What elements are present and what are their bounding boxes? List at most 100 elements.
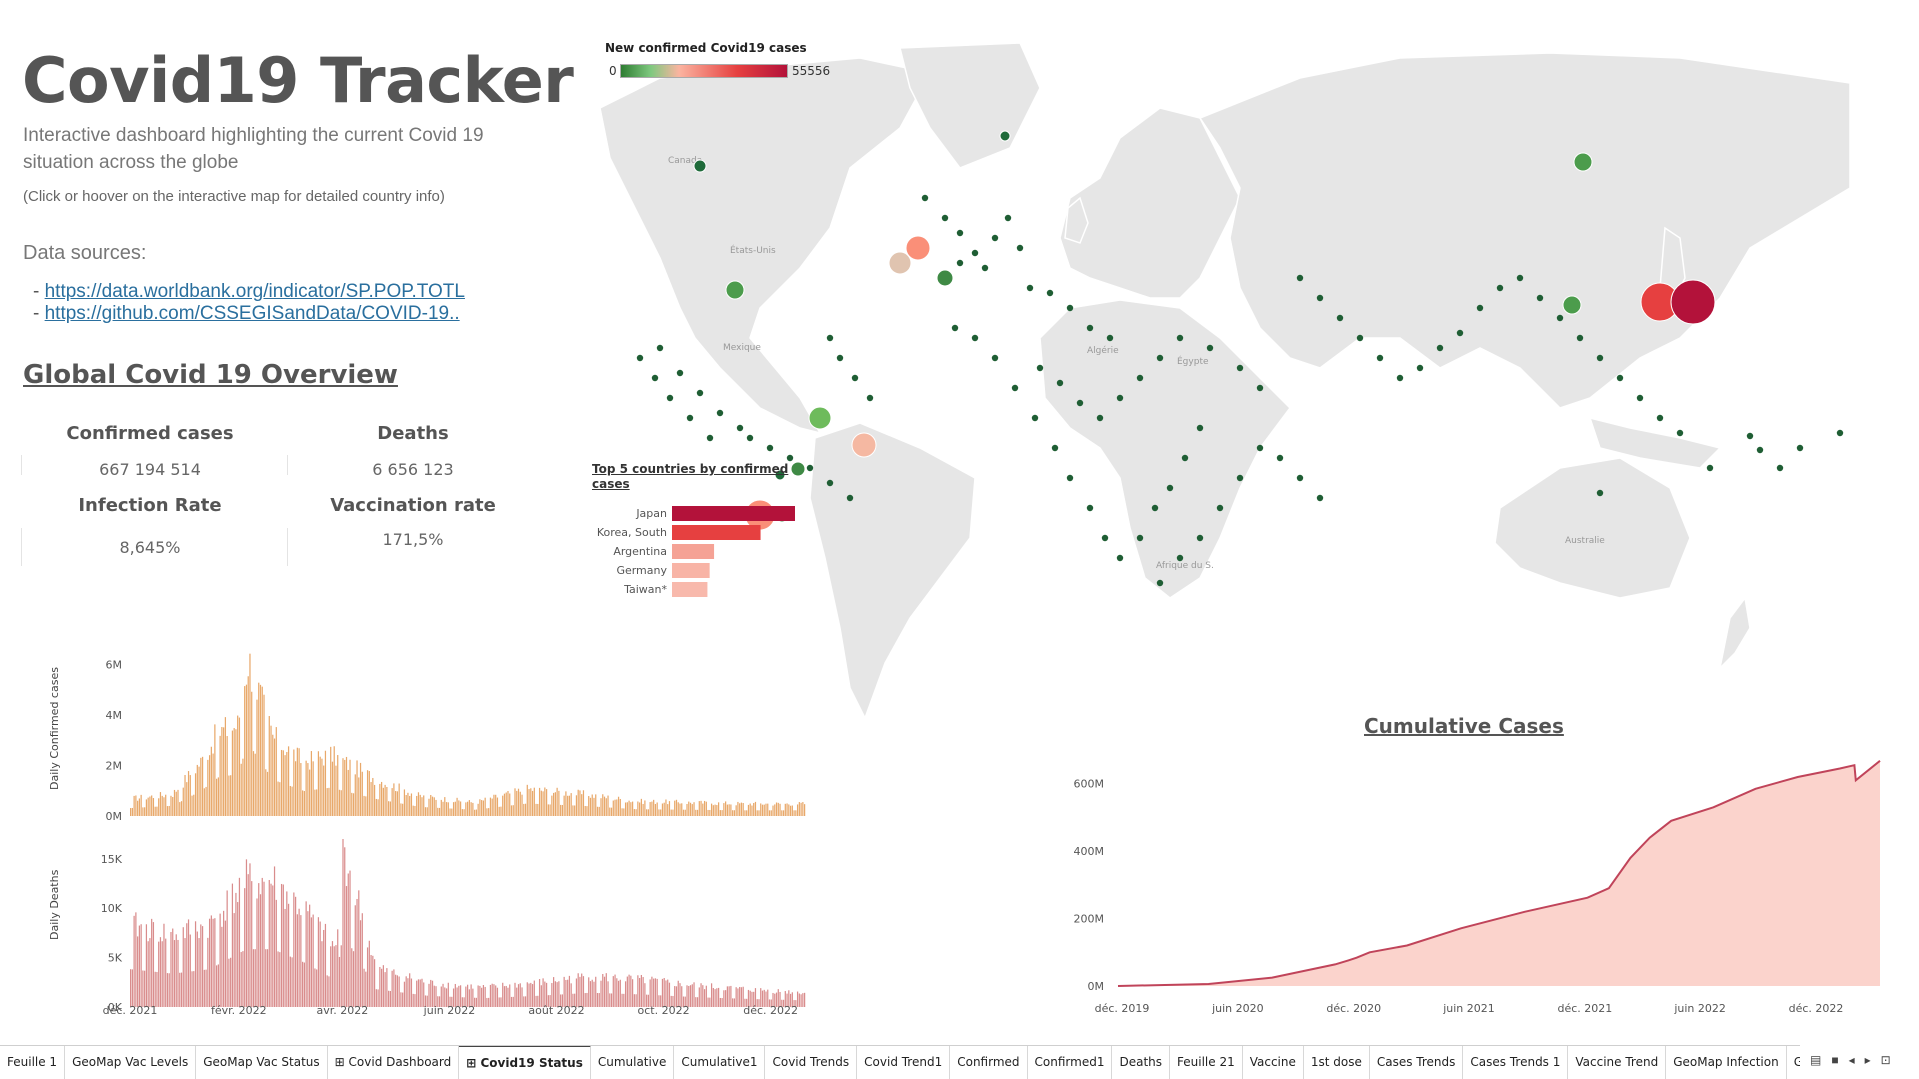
daily-bar xyxy=(614,799,616,816)
top5-bar-chart[interactable]: Japan Korea, South Argentina Germany Taiwan* xyxy=(585,500,815,605)
sheet-tab[interactable]: Cumulative1 xyxy=(674,1046,766,1079)
stop-icon[interactable]: ■ xyxy=(1831,1053,1849,1067)
present-icon[interactable]: ⊡ xyxy=(1880,1053,1901,1067)
map-country-marker xyxy=(846,494,854,502)
daily-bar xyxy=(447,982,449,1007)
daily-bar xyxy=(628,800,630,816)
map-markers[interactable] xyxy=(636,130,1850,587)
daily-bar xyxy=(416,795,418,816)
sheet-tab[interactable]: Vaccine xyxy=(1243,1046,1304,1079)
daily-bar xyxy=(168,973,170,1007)
sheet-tab[interactable]: Cumulative xyxy=(591,1046,675,1079)
daily-bar xyxy=(514,788,516,816)
daily-bar xyxy=(187,771,190,816)
daily-bar xyxy=(631,979,634,1007)
daily-bar xyxy=(409,795,411,816)
daily-bar xyxy=(193,971,195,1007)
daily-bar xyxy=(649,802,651,816)
daily-bar xyxy=(207,937,209,1007)
sheet-tab[interactable]: GeoMap Vac Levels xyxy=(65,1046,197,1079)
source-link-worldbank[interactable]: https://data.worldbank.org/indicator/SP.… xyxy=(44,281,465,302)
daily-bar xyxy=(279,782,281,816)
sheet-tab[interactable]: Cases Trends 1 xyxy=(1463,1046,1569,1079)
daily-bar xyxy=(744,998,746,1007)
daily-bar xyxy=(165,794,167,816)
daily-bar xyxy=(217,964,219,1007)
daily-bar xyxy=(409,973,411,1007)
next-arrow-icon[interactable]: ▸ xyxy=(1864,1053,1881,1067)
daily-bar xyxy=(224,920,227,1007)
sheet-tab-label: Cumulative1 xyxy=(681,1055,758,1069)
daily-bar xyxy=(630,975,632,1007)
map-country-marker xyxy=(808,406,832,430)
daily-bar xyxy=(498,997,500,1007)
daily-bar xyxy=(252,751,255,816)
sheet-tab[interactable]: Feuille 21 xyxy=(1170,1046,1243,1079)
daily-bar xyxy=(584,993,586,1007)
sheet-tab-label: Covid Trend1 xyxy=(864,1055,943,1069)
daily-bar xyxy=(526,982,528,1007)
daily-bar xyxy=(210,915,212,1007)
daily-bar xyxy=(159,937,162,1007)
sheet-tab-label: Covid Trends xyxy=(772,1055,850,1069)
daily-bar xyxy=(693,982,695,1007)
map-country-marker xyxy=(951,324,959,332)
daily-bar xyxy=(175,934,177,1007)
daily-bar xyxy=(361,771,363,816)
sheet-tab[interactable]: Covid Trends xyxy=(765,1046,858,1079)
sheet-tab[interactable]: GeoMap Infection xyxy=(1666,1046,1787,1079)
daily-bar xyxy=(438,996,441,1007)
daily-bar xyxy=(484,986,486,1007)
daily-bar xyxy=(347,769,349,816)
tab-navigation-controls[interactable]: ▤■◂▸⊡ xyxy=(1810,1053,1901,1067)
map-country-marker xyxy=(1156,354,1164,362)
daily-bar xyxy=(774,993,776,1007)
daily-bar xyxy=(619,979,621,1007)
daily-bar xyxy=(544,787,546,816)
daily-bar xyxy=(351,792,353,816)
sheet-tab[interactable]: Covid Trend1 xyxy=(857,1046,951,1079)
daily-bar xyxy=(598,993,600,1007)
daily-bar xyxy=(531,790,534,816)
sheet-tab[interactable]: Cases Trends xyxy=(1370,1046,1464,1079)
sheet-tab[interactable]: ⊞ Covid Dashboard xyxy=(328,1046,460,1079)
daily-bar xyxy=(656,802,658,816)
daily-bar xyxy=(700,983,702,1007)
grid-view-icon[interactable]: ▤ xyxy=(1810,1053,1832,1067)
source-link-github[interactable]: https://github.com/CSSEGISandData/COVID-… xyxy=(44,303,460,324)
sheet-tab[interactable]: GeoMap Vac Status xyxy=(196,1046,328,1079)
sheet-tab[interactable]: Deaths xyxy=(1112,1046,1171,1079)
map-country-marker xyxy=(651,374,659,382)
sheet-tab[interactable]: Confirmed xyxy=(950,1046,1028,1079)
daily-bar xyxy=(198,766,200,816)
daily-bar xyxy=(205,786,207,816)
top5-bar xyxy=(672,544,715,559)
daily-bar xyxy=(321,758,323,816)
map-country-marker xyxy=(1476,304,1484,312)
world-map[interactable]: Canada États-Unis Mexique Algérie Égypte… xyxy=(600,38,1850,788)
daily-bar xyxy=(302,961,304,1007)
daily-bar xyxy=(621,808,623,816)
sheet-tab[interactable]: Confirmed1 xyxy=(1028,1046,1113,1079)
daily-bar xyxy=(386,968,388,1007)
daily-bar xyxy=(454,801,456,816)
daily-bar xyxy=(495,794,497,816)
sheet-tab[interactable]: Vaccine Trend xyxy=(1568,1046,1667,1079)
kpi-vaccination-rate-value: 171,5% xyxy=(382,530,444,549)
daily-bar xyxy=(503,986,506,1007)
prev-arrow-icon[interactable]: ◂ xyxy=(1848,1053,1865,1067)
daily-bar xyxy=(707,809,709,816)
daily-bar xyxy=(612,800,614,816)
daily-bar xyxy=(226,736,228,816)
map-country-marker xyxy=(991,354,999,362)
sheet-tab[interactable]: ⊞ Covid19 Status xyxy=(459,1046,591,1079)
daily-bar xyxy=(228,775,230,816)
daily-bar xyxy=(352,951,355,1007)
sheet-tab[interactable]: GeoMap New case xyxy=(1787,1046,1800,1079)
daily-bar xyxy=(268,879,270,1007)
sheet-tab[interactable]: 1st dose xyxy=(1304,1046,1370,1079)
map-country-marker xyxy=(1296,274,1304,282)
daily-bar xyxy=(519,983,521,1007)
sheet-tab[interactable]: Feuille 1 xyxy=(0,1046,66,1079)
daily-bar xyxy=(196,764,198,816)
